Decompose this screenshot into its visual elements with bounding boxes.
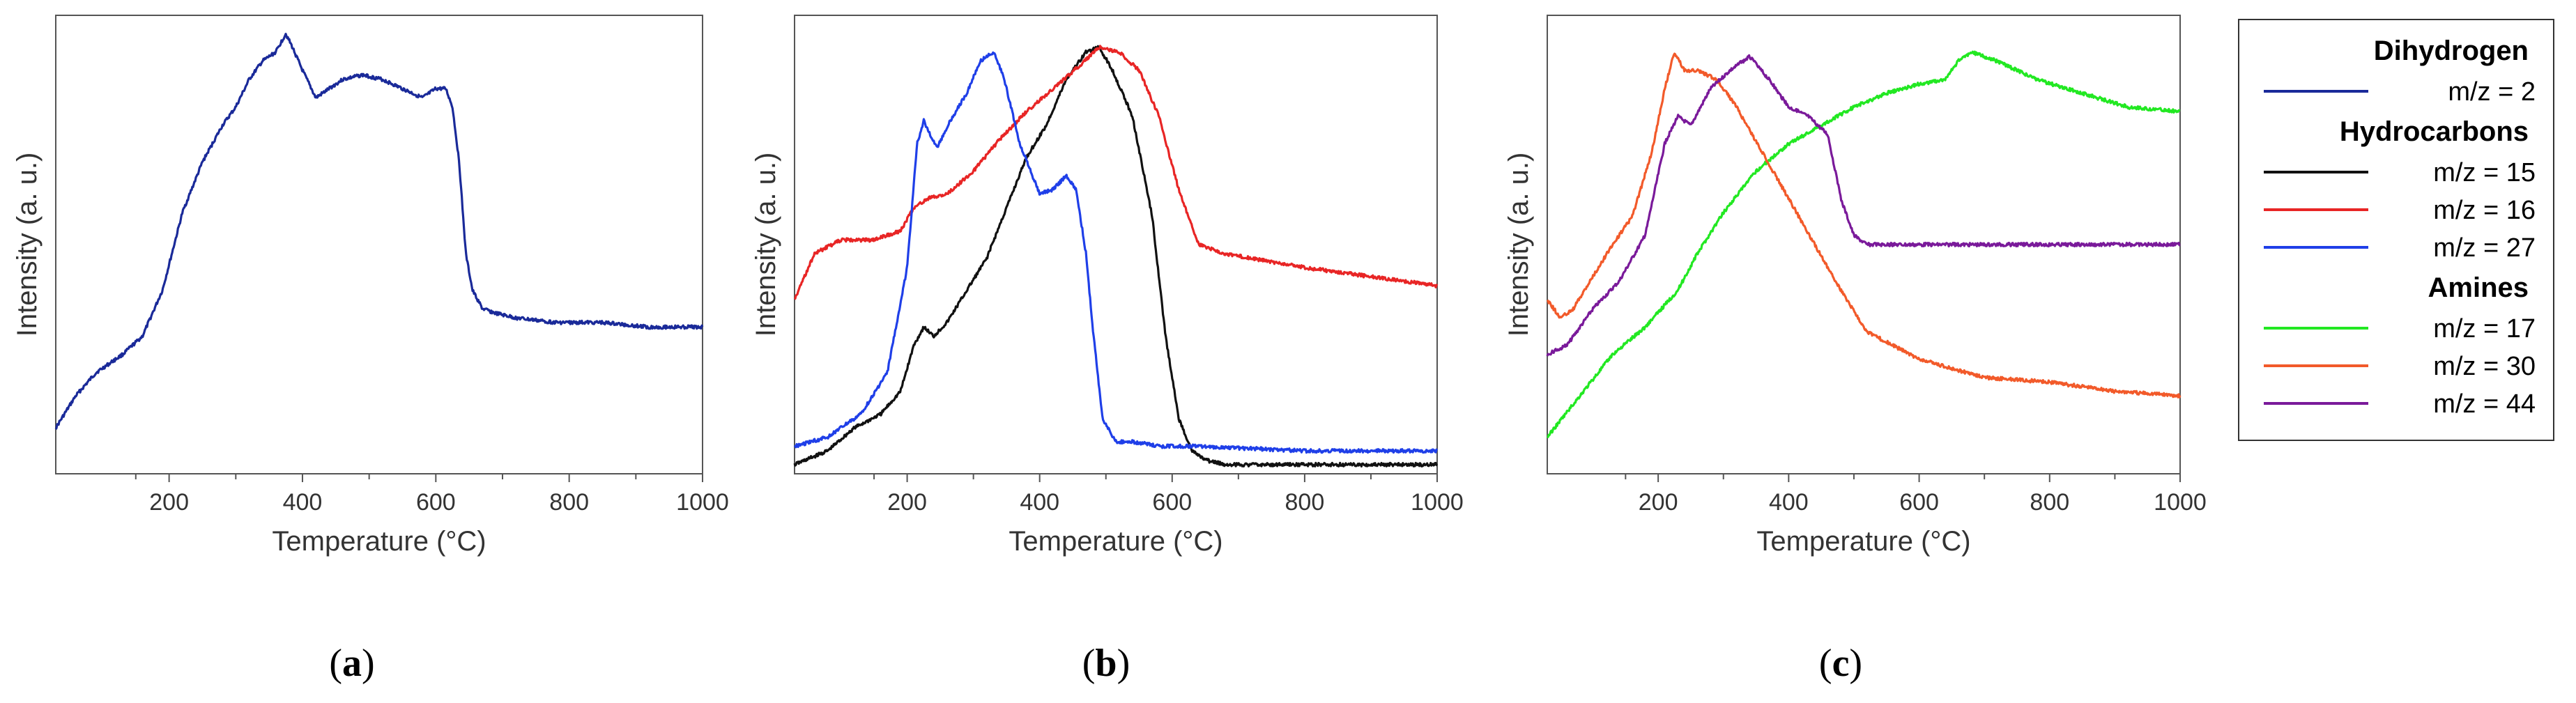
legend-entry-label: m/z = 2 [2448, 77, 2536, 107]
x-tick-label: 600 [1152, 489, 1192, 516]
x-tick-label: 1000 [2154, 489, 2207, 516]
x-tick-label: 600 [1899, 489, 1939, 516]
x-axis-title: Temperature (°C) [1756, 526, 1970, 557]
chart-panel-a: 200 400 600 800 1000 Temperature (°C) Intensit… [12, 15, 729, 557]
x-tick-label: 400 [283, 489, 323, 516]
y-axis-title: Intensity (a. u.) [1503, 153, 1534, 337]
x-tick-label: 400 [1769, 489, 1809, 516]
panel-label: (b) [1082, 642, 1130, 685]
x-tick-label: 1000 [676, 489, 729, 516]
legend-group-title: Dihydrogen [2374, 36, 2529, 66]
x-tick-label: 800 [549, 489, 589, 516]
legend: Dihydrogen m/z = 2 Hydrocarbons m/z = 15 m/z… [2238, 19, 2554, 441]
plot-frame [794, 15, 1438, 474]
series-line-m-z-17 [1547, 50, 2181, 438]
series-line-m-z-2 [54, 33, 704, 430]
series-line-m-z-44 [1546, 54, 2181, 357]
chart-panel-b: 200 400 600 800 1000 Temperature (°C) Intensit… [751, 15, 1464, 557]
y-axis-title: Intensity (a. u.) [12, 153, 43, 337]
x-tick-label: 200 [1639, 489, 1678, 516]
x-tick-label: 400 [1020, 489, 1059, 516]
legend-frame [2238, 19, 2554, 441]
x-tick-label: 800 [2030, 489, 2069, 516]
x-tick-label: 200 [887, 489, 927, 516]
legend-entry-label: m/z = 44 [2433, 389, 2536, 419]
series-line-m-z-27 [793, 51, 1439, 454]
legend-entry-label: m/z = 27 [2433, 233, 2536, 263]
legend-entry-label: m/z = 17 [2433, 314, 2536, 343]
y-axis-title: Intensity (a. u.) [751, 153, 781, 337]
x-axis-title: Temperature (°C) [1009, 526, 1222, 557]
plot-frame [55, 15, 703, 474]
legend-entry-label: m/z = 30 [2433, 352, 2536, 381]
legend-entry-label: m/z = 15 [2433, 158, 2536, 187]
x-axis-title: Temperature (°C) [272, 526, 486, 557]
panel-label: (a) [329, 642, 374, 685]
x-tick-label: 800 [1285, 489, 1325, 516]
chart-panel-c: 200 400 600 800 1000 Temperature (°C) Intensit… [1503, 15, 2207, 557]
legend-entry-label: m/z = 16 [2433, 196, 2536, 225]
series-line-m-z-30 [1546, 52, 2182, 399]
x-tick-label: 1000 [1411, 489, 1464, 516]
series-line-m-z-15 [793, 45, 1439, 468]
legend-group-title: Amines [2428, 272, 2529, 303]
legend-group-title: Hydrocarbons [2340, 116, 2529, 147]
series-line-m-z-16 [793, 45, 1439, 300]
panel-label: (c) [1819, 642, 1862, 685]
x-tick-label: 600 [416, 489, 456, 516]
x-tick-label: 200 [149, 489, 189, 516]
